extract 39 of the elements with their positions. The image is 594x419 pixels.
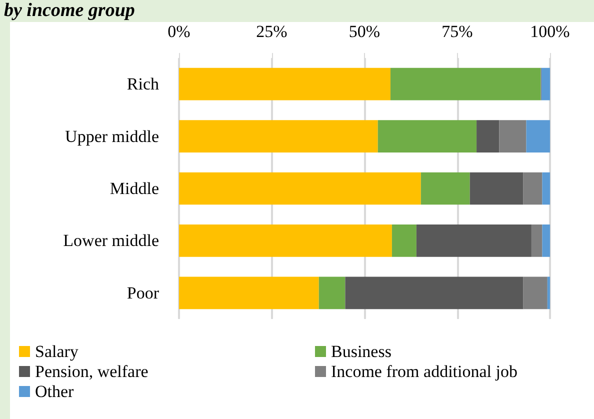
bar	[476, 120, 500, 152]
bar	[526, 120, 550, 152]
bar	[416, 224, 532, 257]
x-tick-label: 100%	[530, 22, 570, 41]
bar	[318, 276, 346, 310]
bar	[392, 224, 416, 257]
x-tick-label: 50%	[348, 22, 380, 41]
y-tick-label: Rich	[126, 74, 160, 94]
bar	[470, 172, 524, 205]
x-tick-label: 25%	[256, 22, 288, 41]
bar	[179, 172, 421, 205]
legend-label: Salary	[35, 342, 79, 361]
legend-label: Income from additional job	[331, 362, 518, 381]
bar	[420, 172, 470, 205]
bar	[499, 120, 526, 152]
y-tick-label: Lower middle	[63, 231, 159, 250]
bar	[541, 68, 550, 100]
bar	[179, 224, 392, 257]
bar	[390, 68, 541, 100]
x-tick-label: 75%	[442, 22, 473, 41]
bar	[542, 172, 550, 205]
y-tick-label: Middle	[110, 179, 159, 198]
bar	[531, 224, 542, 257]
bar	[542, 224, 550, 257]
chart-title: by income group	[4, 0, 135, 22]
y-tick-label: Poor	[126, 283, 160, 302]
legend-label: Other	[35, 382, 74, 401]
y-tick-label: Upper middle	[65, 126, 159, 146]
bar	[179, 68, 390, 100]
bar	[523, 276, 548, 310]
bar	[179, 120, 378, 152]
bar	[179, 276, 319, 310]
legend-label: Business	[331, 342, 392, 361]
bar	[523, 172, 542, 205]
bar	[547, 276, 550, 310]
bar	[378, 120, 477, 152]
legend-label: Pension, welfare	[35, 362, 148, 381]
x-tick-label: 0%	[168, 22, 190, 41]
bar	[345, 276, 524, 310]
